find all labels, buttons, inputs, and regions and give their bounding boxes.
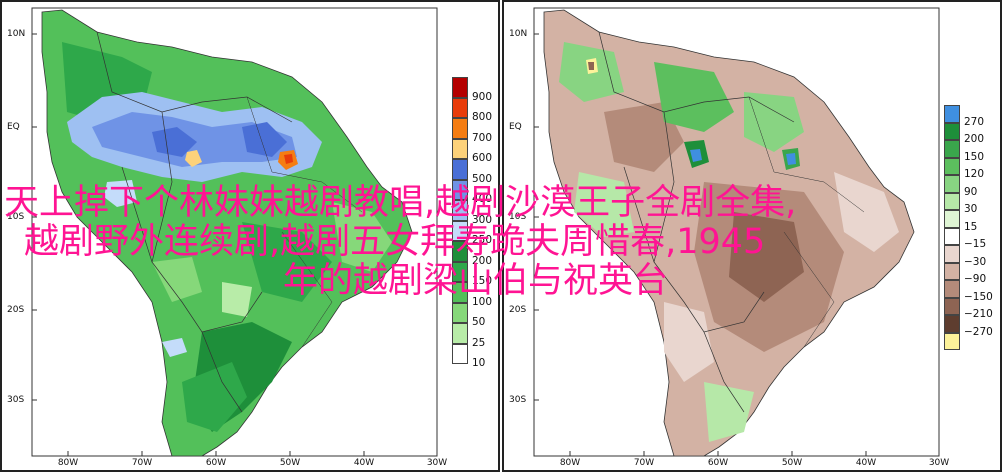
lat-label-20s: 20S xyxy=(509,305,527,315)
legend-swatch xyxy=(452,323,468,344)
legend-label: −150 xyxy=(964,290,993,303)
legend-swatch xyxy=(944,227,960,245)
legend-swatch xyxy=(452,302,468,323)
legend-label: −90 xyxy=(964,273,987,285)
right-anomaly-map xyxy=(533,7,940,457)
legend-label: 90 xyxy=(964,185,978,198)
legend-label: 50 xyxy=(472,316,486,328)
legend-label: 30 xyxy=(964,203,978,215)
lat-label-20s: 20S xyxy=(7,305,25,315)
lon-label-40w: 40W xyxy=(855,458,877,468)
legend-label: 200 xyxy=(472,254,493,267)
legend-swatch xyxy=(944,157,960,175)
lon-label-50w: 50W xyxy=(279,458,301,468)
lon-label-60w: 60W xyxy=(205,458,227,468)
legend-label: 400 xyxy=(472,193,493,205)
legend-swatch xyxy=(944,245,960,263)
lon-label-40w: 40W xyxy=(353,458,375,468)
legend-swatch xyxy=(452,97,468,118)
legend-label: 500 xyxy=(472,172,493,185)
legend-swatch xyxy=(944,332,960,350)
lat-label-10n: 10N xyxy=(509,29,528,39)
legend-swatch xyxy=(944,280,960,298)
legend-label: 25 xyxy=(472,336,486,349)
lon-label-70w: 70W xyxy=(131,458,153,468)
lon-label-60w: 60W xyxy=(707,458,729,468)
legend-swatch xyxy=(452,241,468,262)
legend-label: 100 xyxy=(472,295,493,308)
lon-label-70w: 70W xyxy=(633,458,655,468)
legend-swatch xyxy=(944,175,960,193)
legend-label: −30 xyxy=(964,255,987,268)
legend-swatch xyxy=(452,77,468,98)
legend-label: 200 xyxy=(964,133,985,145)
legend-label: 300 xyxy=(472,213,493,226)
lat-label-10s: 10S xyxy=(7,212,25,222)
lon-label-30w: 30W xyxy=(928,458,950,468)
legend-swatch xyxy=(944,210,960,228)
legend-swatch xyxy=(944,192,960,210)
lat-label-30s: 30S xyxy=(7,395,25,405)
legend-label: −270 xyxy=(964,325,993,338)
lat-label-eq: EQ xyxy=(509,122,522,132)
legend-label: −210 xyxy=(964,308,993,320)
legend-swatch xyxy=(452,118,468,139)
lon-label-80w: 80W xyxy=(559,458,581,468)
legend-swatch xyxy=(452,200,468,221)
legend-swatch xyxy=(944,297,960,315)
legend-swatch xyxy=(944,262,960,280)
legend-swatch xyxy=(452,179,468,200)
legend-swatch xyxy=(452,159,468,180)
left-precip-map xyxy=(31,7,438,457)
legend-label: 250 xyxy=(472,234,493,246)
legend-label: −15 xyxy=(964,238,987,250)
legend-label: 15 xyxy=(964,220,978,233)
lat-label-30s: 30S xyxy=(509,395,527,405)
legend-label: 270 xyxy=(964,115,985,128)
legend-label: 150 xyxy=(472,275,493,287)
legend-label: 900 xyxy=(472,90,493,103)
legend-swatch xyxy=(944,105,960,123)
legend-swatch xyxy=(944,122,960,140)
legend-swatch xyxy=(944,315,960,333)
legend-swatch xyxy=(452,343,468,364)
legend-label: 800 xyxy=(472,111,493,123)
legend-swatch xyxy=(944,140,960,158)
right-map-panel: 10N EQ 10S 20S 30S 80W 70W 60W 50W 40W 3… xyxy=(502,0,1002,472)
legend-swatch xyxy=(452,220,468,241)
legend-swatch xyxy=(452,261,468,282)
legend-swatch xyxy=(452,138,468,159)
left-map-panel: 10N EQ 10S 20S 30S 80W 70W 60W 50W 40W 3… xyxy=(0,0,500,472)
lat-label-10n: 10N xyxy=(7,29,26,39)
lat-label-10s: 10S xyxy=(509,212,527,222)
legend-swatch xyxy=(452,282,468,303)
legend-label: 600 xyxy=(472,152,493,164)
lat-label-eq: EQ xyxy=(7,122,20,132)
lon-label-80w: 80W xyxy=(57,458,79,468)
legend-label: 150 xyxy=(964,150,985,163)
lon-label-50w: 50W xyxy=(781,458,803,468)
legend-label: 700 xyxy=(472,131,493,144)
lon-label-30w: 30W xyxy=(426,458,448,468)
legend-label: 120 xyxy=(964,168,985,180)
legend-label: 10 xyxy=(472,357,486,369)
